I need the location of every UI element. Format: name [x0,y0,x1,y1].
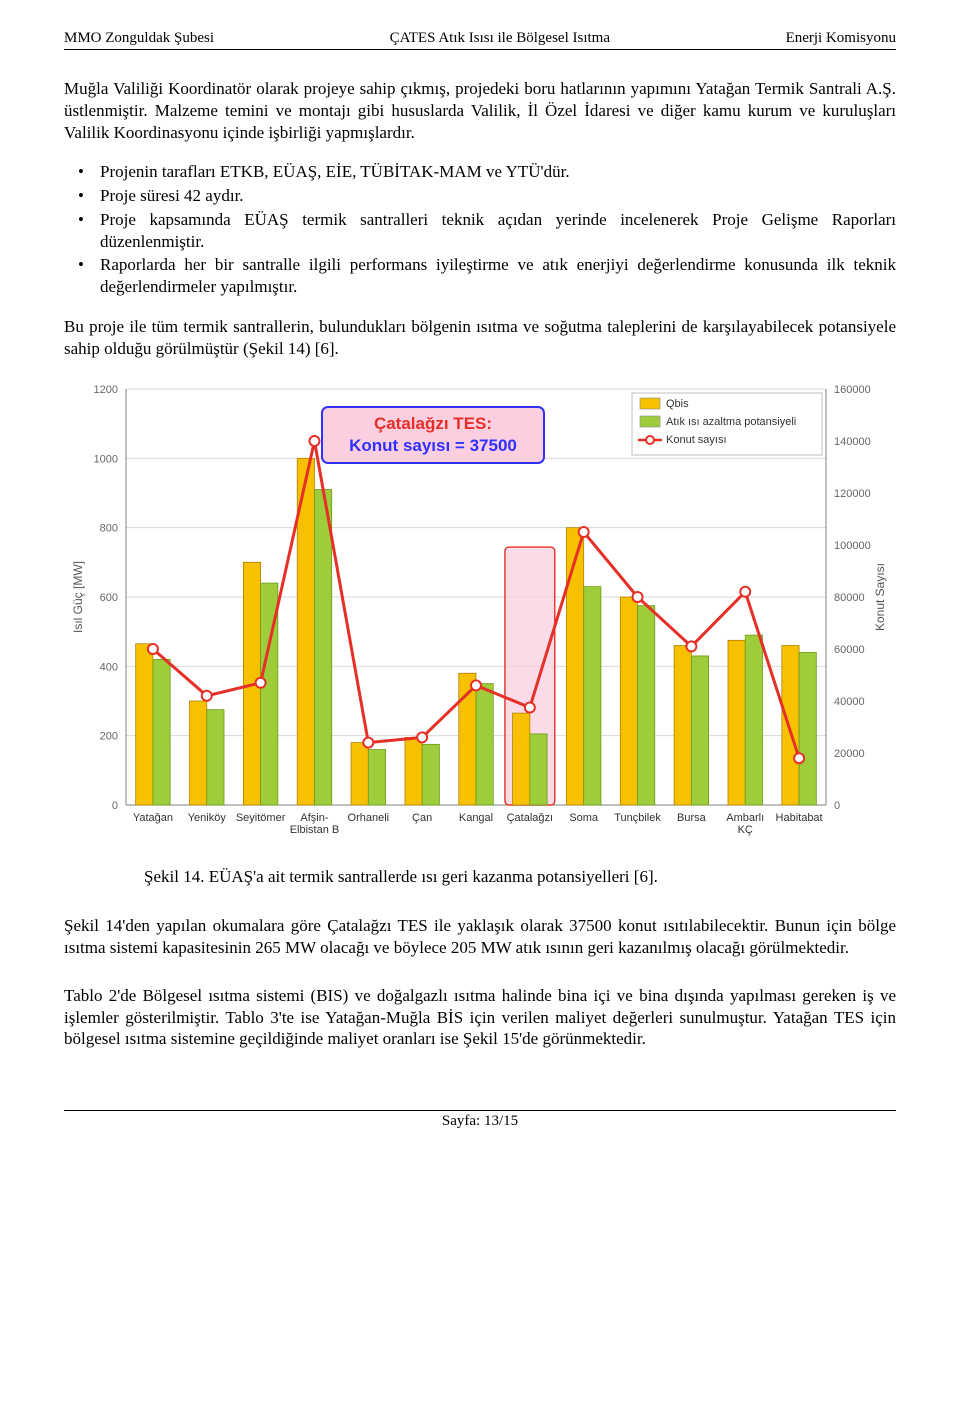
header-center: ÇATES Atık Isısı ile Bölgesel Isıtma [390,30,610,47]
figure-caption: Şekil 14. EÜAŞ'a ait termik santrallerde… [144,867,896,887]
header-right: Enerji Komisyonu [786,30,896,47]
svg-text:Tunçbilek: Tunçbilek [614,812,661,824]
svg-text:0: 0 [834,800,840,812]
bullet-item: Projenin tarafları ETKB, EÜAŞ, EİE, TÜBİ… [100,161,896,183]
svg-text:Elbistan B: Elbistan B [290,824,340,836]
chart-svg: 0 200 400 600 800 1000 1200 0 20000 40000 60000 800… [64,377,896,857]
svg-text:20000: 20000 [834,748,865,760]
svg-text:Seyitömer: Seyitömer [236,812,286,824]
svg-text:Qbis: Qbis [666,398,689,410]
svg-text:120000: 120000 [834,488,871,500]
svg-text:800: 800 [100,523,118,535]
svg-text:Konut Sayısı: Konut Sayısı [873,563,887,631]
chart-figure: 0 200 400 600 800 1000 1200 0 20000 40000 60000 800… [64,377,896,857]
svg-text:Afşin-: Afşin- [300,812,328,824]
svg-text:1200: 1200 [94,384,118,396]
svg-text:Yatağan: Yatağan [133,812,173,824]
svg-text:Kangal: Kangal [459,812,493,824]
svg-text:Soma: Soma [569,812,599,824]
svg-text:Yeniköy: Yeniköy [188,812,227,824]
svg-text:Atık ısı azaltma potansiyeli: Atık ısı azaltma potansiyeli [666,416,796,428]
bullet-item: Raporlarda her bir santralle ilgili perf… [100,254,896,298]
svg-text:160000: 160000 [834,384,871,396]
svg-text:Habitabat: Habitabat [776,812,823,824]
svg-text:1000: 1000 [94,454,118,466]
svg-text:Çan: Çan [412,812,432,824]
page-header: MMO Zonguldak Şubesi ÇATES Atık Isısı il… [64,30,896,50]
bullet-item: Proje kapsamında EÜAŞ termik santralleri… [100,209,896,253]
svg-text:Konut sayısı: Konut sayısı [666,434,727,446]
svg-text:Ambarlı: Ambarlı [726,812,764,824]
bullet-list: Projenin tarafları ETKB, EÜAŞ, EİE, TÜBİ… [64,161,896,298]
svg-text:40000: 40000 [834,696,865,708]
svg-text:80000: 80000 [834,592,865,604]
footer-page-number: Sayfa: 13/15 [442,1113,518,1129]
svg-text:Orhaneli: Orhaneli [348,812,390,824]
svg-text:200: 200 [100,731,118,743]
svg-text:Konut sayısı = 37500: Konut sayısı = 37500 [349,436,517,455]
svg-text:600: 600 [100,592,118,604]
svg-text:400: 400 [100,662,118,674]
paragraph-2: Bu proje ile tüm termik santrallerin, bu… [64,316,896,360]
svg-text:60000: 60000 [834,644,865,656]
svg-text:Bursa: Bursa [677,812,707,824]
svg-text:Çatalağzı: Çatalağzı [507,812,553,824]
bullet-item: Proje süresi 42 aydır. [100,185,896,207]
svg-text:0: 0 [112,800,118,812]
svg-text:100000: 100000 [834,540,871,552]
paragraph-3: Şekil 14'den yapılan okumalara göre Çata… [64,915,896,959]
svg-text:KÇ: KÇ [738,824,753,836]
svg-text:140000: 140000 [834,436,871,448]
page-footer: Sayfa: 13/15 [64,1110,896,1130]
paragraph-1: Muğla Valiliği Koordinatör olarak projey… [64,78,896,143]
header-left: MMO Zonguldak Şubesi [64,30,214,47]
svg-text:Isıl Güç [MW]: Isıl Güç [MW] [71,561,85,633]
svg-text:Çatalağzı TES:: Çatalağzı TES: [374,414,492,433]
paragraph-4: Tablo 2'de Bölgesel ısıtma sistemi (BIS)… [64,985,896,1050]
